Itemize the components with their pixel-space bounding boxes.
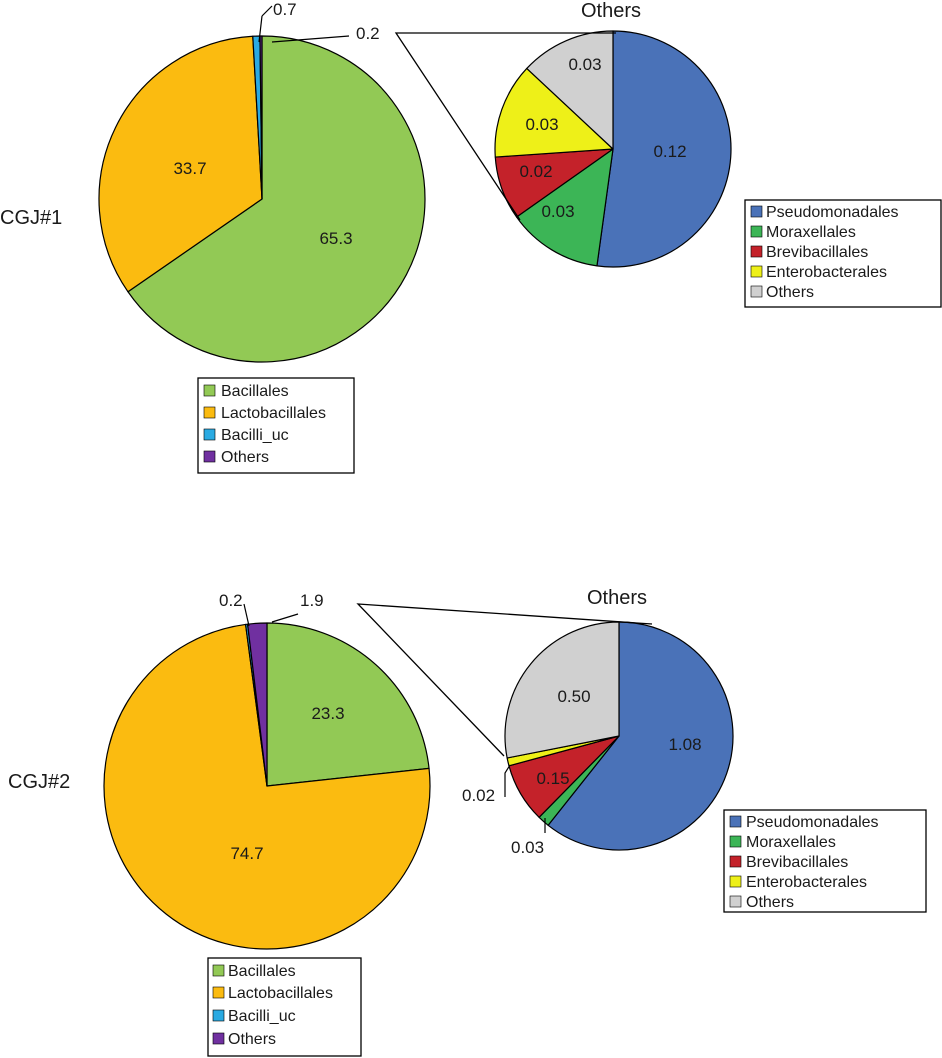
pie-slice-bacillales <box>127 35 426 363</box>
legend-others1-swatch-others <box>750 285 763 298</box>
label-others2-pseudomonadales: 1.08 <box>668 735 701 754</box>
pie-cgj1-others <box>494 30 732 268</box>
zoom-connector-1 <box>394 32 616 221</box>
label-cgj1-bacillales: 65.3 <box>319 229 352 248</box>
pie-slice-others <box>526 30 614 150</box>
legend-others1-label-brevibacillales: Brevibacillales <box>766 244 868 261</box>
legend-others2-box <box>723 809 927 913</box>
legend-cgj2-swatch-others <box>212 1032 225 1045</box>
legend-cgj2-swatch-bacilli-uc <box>212 1009 225 1022</box>
legend-others1-box <box>744 199 942 308</box>
label-others2-moraxellales: 0.03 <box>511 838 544 857</box>
pie-slice-lactobacillales <box>103 623 431 950</box>
others-pie-title-1: Others <box>581 0 641 22</box>
legend-others2-swatch-others <box>729 895 742 908</box>
label-others2-enterobacterales: 0.02 <box>462 786 495 805</box>
legend-cgj1-label-bacillales: Bacillales <box>221 383 289 400</box>
pie-slice-lactobacillales <box>98 35 263 293</box>
legend-others1-swatch-brevibacillales <box>750 245 763 258</box>
legend-others1: Pseudomonadales Moraxellales Brevibacill… <box>744 199 942 308</box>
label-cgj2-bacillales: 23.3 <box>311 704 344 723</box>
legend-others1-label-moraxellales: Moraxellales <box>766 224 856 241</box>
pie-cgj1 <box>98 35 426 363</box>
legend-others1-swatch-enterobacterales <box>750 265 763 278</box>
pie-slice-pseudomonadales <box>596 30 732 268</box>
leader-line-cgj1-0.7-b <box>261 5 273 17</box>
legend-others2-swatch-brevibacillales <box>729 855 742 868</box>
legend-cgj2-label-bacilli-uc: Bacilli_uc <box>228 1008 296 1025</box>
legend-cgj2-box <box>207 957 362 1057</box>
pie-cgj2 <box>103 622 431 950</box>
legend-others1-label-others: Others <box>766 284 814 301</box>
pie-slice-pseudomonadales <box>547 621 734 851</box>
legend-cgj1: Bacillales Lactobacillales Bacilli_uc Ot… <box>197 377 355 474</box>
pie-cgj2-others <box>504 621 734 851</box>
legend-cgj1-label-lactobacillales: Lactobacillales <box>221 405 326 422</box>
label-others1-brevibacillales: 0.02 <box>519 162 552 181</box>
label-others2-others: 0.50 <box>557 687 590 706</box>
others-pie-title-2: Others <box>587 587 647 609</box>
legend-cgj2-label-lactobacillales: Lactobacillales <box>228 985 333 1002</box>
legend-cgj1-swatch-bacilli-uc <box>203 428 216 441</box>
legend-others2-label-pseudomonadales: Pseudomonadales <box>746 814 879 831</box>
zoom-connector-2-top <box>271 613 299 623</box>
pie-slice-enterobacterales <box>494 67 614 158</box>
leader-line-cgj1-0.7 <box>258 15 263 43</box>
pie-slice-others <box>247 622 268 787</box>
legend-cgj2: Bacillales Lactobacillales Bacilli_uc Ot… <box>207 957 362 1057</box>
legend-others2-label-enterobacterales: Enterobacterales <box>746 874 867 891</box>
legend-cgj2-swatch-lactobacillales <box>212 986 225 999</box>
legend-others1-swatch-pseudomonadales <box>750 205 763 218</box>
sample-title-cgj1: CGJ#1 <box>0 207 62 229</box>
legend-cgj1-swatch-bacillales <box>203 384 216 397</box>
sample-title-cgj2: CGJ#2 <box>8 771 70 793</box>
label-cgj1-bacilli-uc: 0.7 <box>273 0 297 19</box>
legend-others1-swatch-moraxellales <box>750 225 763 238</box>
zoom-connector-1-top <box>271 35 350 43</box>
legend-others2-swatch-moraxellales <box>729 835 742 848</box>
legend-cgj2-swatch-bacillales <box>212 964 225 977</box>
legend-others2-swatch-pseudomonadales <box>729 815 742 828</box>
legend-others2-swatch-enterobacterales <box>729 875 742 888</box>
legend-cgj1-swatch-others <box>203 450 216 463</box>
zoom-connector-2 <box>356 603 653 757</box>
label-others1-enterobacterales: 0.03 <box>525 115 558 134</box>
leader-line-cgj2-0.2 <box>243 603 250 627</box>
legend-cgj2-label-bacillales: Bacillales <box>228 963 296 980</box>
legend-others1-label-enterobacterales: Enterobacterales <box>766 264 887 281</box>
legend-others2-label-others: Others <box>746 894 794 911</box>
pie-slice-moraxellales <box>516 148 614 267</box>
legend-others2-label-moraxellales: Moraxellales <box>746 834 836 851</box>
label-cgj1-lactobacillales: 33.7 <box>173 159 206 178</box>
legend-cgj1-label-others: Others <box>221 449 269 466</box>
legend-others2: Pseudomonadales Moraxellales Brevibacill… <box>723 809 927 913</box>
label-others1-moraxellales: 0.03 <box>541 202 574 221</box>
pie-slice-bacillales <box>266 622 430 787</box>
legend-others1-label-pseudomonadales: Pseudomonadales <box>766 204 899 221</box>
legend-cgj1-swatch-lactobacillales <box>203 406 216 419</box>
legend-cgj2-label-others: Others <box>228 1031 276 1048</box>
label-cgj1-others: 0.2 <box>356 24 380 43</box>
legend-cgj1-box <box>197 377 355 474</box>
label-others1-others: 0.03 <box>568 55 601 74</box>
legend-cgj1-label-bacilli-uc: Bacilli_uc <box>221 427 289 444</box>
label-others1-pseudomonadales: 0.12 <box>653 142 686 161</box>
legend-others2-label-brevibacillales: Brevibacillales <box>746 854 848 871</box>
leader-line-others2-0.02 <box>504 764 511 797</box>
label-cgj2-bacilli-uc: 0.2 <box>219 591 243 610</box>
pie-slice-others <box>504 621 620 759</box>
label-cgj2-lactobacillales: 74.7 <box>230 844 263 863</box>
label-others2-brevibacillales: 0.15 <box>536 769 569 788</box>
label-cgj2-others: 1.9 <box>300 591 324 610</box>
